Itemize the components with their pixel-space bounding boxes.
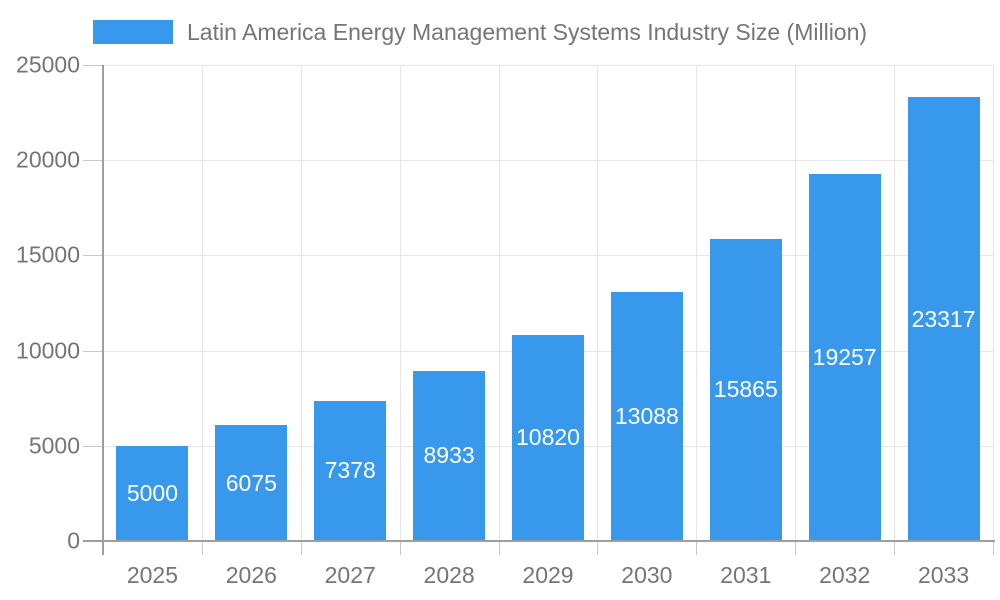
bar-value-label: 15865 xyxy=(713,376,778,403)
legend-label: Latin America Energy Management Systems … xyxy=(187,18,868,45)
bar[interactable]: 23317 xyxy=(907,97,980,541)
x-axis-label: 2032 xyxy=(819,562,871,588)
x-gridline xyxy=(498,65,500,541)
bar-value-label: 8933 xyxy=(423,442,475,469)
x-gridline xyxy=(597,65,599,541)
y-axis-label: 20000 xyxy=(16,146,80,173)
bar-value-label: 5000 xyxy=(126,479,179,506)
y-axis-label: 10000 xyxy=(16,337,80,364)
x-axis-line xyxy=(83,540,995,542)
x-axis-tick xyxy=(597,541,599,555)
y-gridline xyxy=(103,65,993,66)
y-axis-label: 15000 xyxy=(16,241,80,268)
bar[interactable]: 13088 xyxy=(610,291,683,541)
x-gridline xyxy=(696,65,698,541)
y-axis-label: 25000 xyxy=(16,51,80,78)
bar-value-label: 10820 xyxy=(516,424,580,451)
bar[interactable]: 6075 xyxy=(215,425,288,541)
x-axis-label: 2026 xyxy=(225,562,277,588)
y-axis-tick xyxy=(83,445,103,447)
x-axis-tick xyxy=(696,541,698,555)
x-gridline xyxy=(795,65,797,541)
x-gridline xyxy=(201,65,203,541)
x-gridline xyxy=(894,65,896,541)
x-axis-tick xyxy=(300,541,302,555)
x-axis-label: 2025 xyxy=(126,562,179,588)
bar-value-label: 6075 xyxy=(225,469,277,496)
y-gridline xyxy=(103,255,993,257)
bar[interactable]: 5000 xyxy=(116,445,189,541)
x-gridline xyxy=(993,65,994,541)
legend[interactable]: Latin America Energy Management Systems … xyxy=(93,19,867,45)
x-axis-label: 2031 xyxy=(720,562,772,588)
x-axis-label: 2027 xyxy=(324,562,376,588)
bar-value-label: 13088 xyxy=(614,402,679,429)
y-axis-line xyxy=(102,65,104,555)
bar[interactable]: 7378 xyxy=(314,400,387,541)
bar[interactable]: 15865 xyxy=(709,238,782,541)
x-axis-label: 2033 xyxy=(917,562,970,588)
bar[interactable]: 8933 xyxy=(413,370,486,541)
bar-value-label: 7378 xyxy=(324,457,376,484)
y-axis-tick xyxy=(83,65,103,66)
x-axis-tick xyxy=(795,541,797,555)
x-axis-tick xyxy=(399,541,401,555)
legend-swatch xyxy=(93,20,173,44)
bar-value-label: 19257 xyxy=(812,344,877,371)
bar-value-label: 23317 xyxy=(911,305,976,332)
y-axis-label: 0 xyxy=(67,527,80,554)
bar[interactable]: 10820 xyxy=(512,334,584,541)
x-gridline xyxy=(300,65,302,541)
x-axis-tick xyxy=(201,541,203,555)
x-gridline xyxy=(399,65,401,541)
y-axis-tick xyxy=(83,255,103,257)
x-axis-label: 2030 xyxy=(621,562,673,588)
x-axis-label: 2029 xyxy=(522,562,574,588)
y-axis-tick xyxy=(83,160,103,162)
x-axis-tick xyxy=(498,541,500,555)
x-axis-tick xyxy=(993,541,994,555)
y-axis-tick xyxy=(83,350,103,352)
bar[interactable]: 19257 xyxy=(808,174,881,541)
y-axis-label: 5000 xyxy=(28,432,80,459)
x-axis-tick xyxy=(894,541,896,555)
y-gridline xyxy=(103,160,993,162)
x-axis-label: 2028 xyxy=(423,562,475,588)
